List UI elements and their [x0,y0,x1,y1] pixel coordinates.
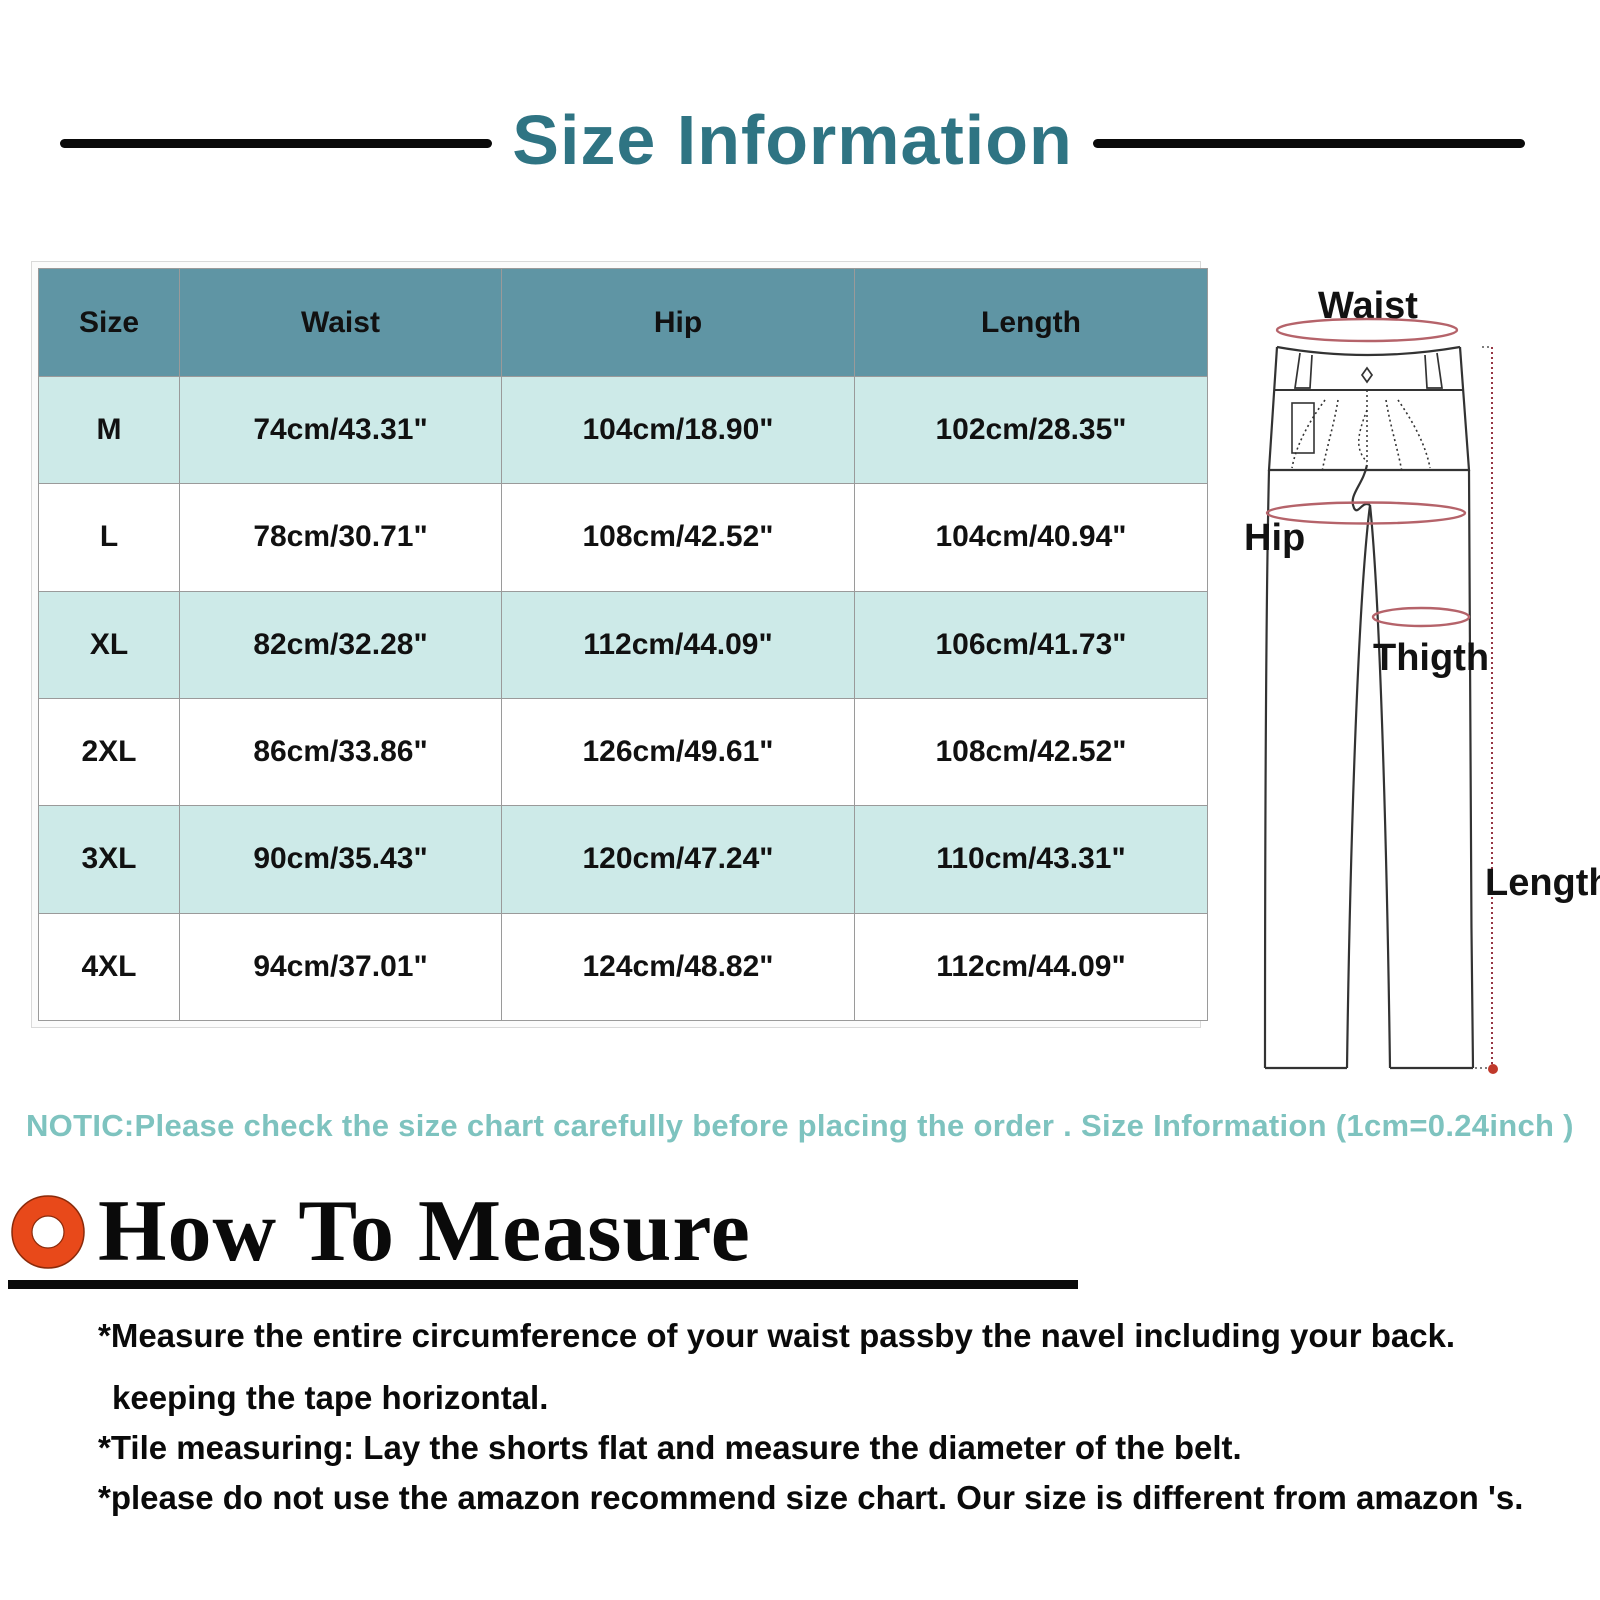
svg-text:Hip: Hip [1244,517,1305,559]
svg-text:Length: Length [1485,862,1600,904]
svg-text:Thigth: Thigth [1373,637,1489,679]
